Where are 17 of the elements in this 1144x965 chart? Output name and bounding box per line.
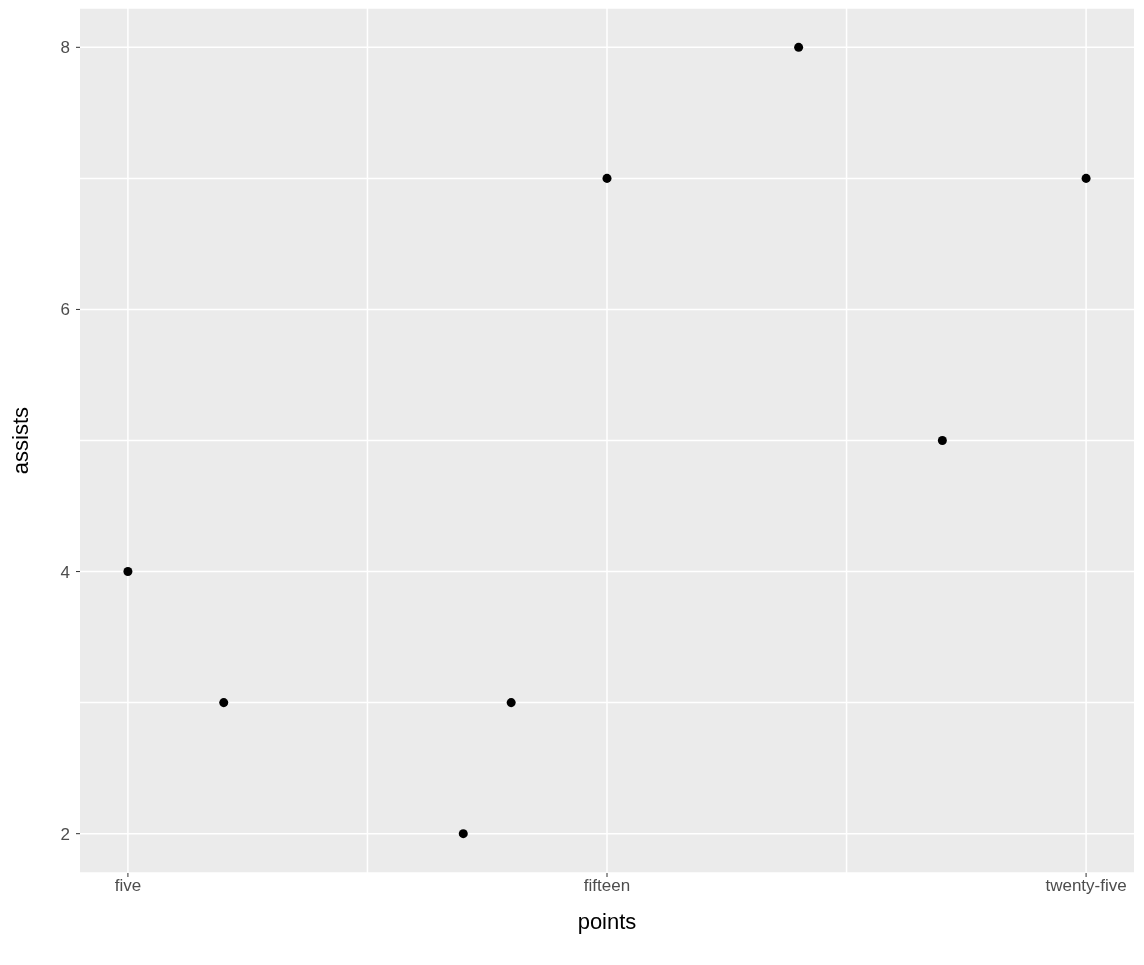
point — [937, 435, 947, 446]
point — [506, 698, 516, 708]
point — [794, 42, 804, 52]
point — [602, 173, 612, 183]
x-tick-label: five — [114, 876, 142, 895]
point — [123, 567, 133, 577]
point — [1081, 173, 1091, 183]
point — [458, 829, 468, 839]
y-tick-label: 4 — [60, 562, 70, 582]
y-tick-label: 2 — [60, 824, 70, 844]
x-tick-label: fifteen — [583, 876, 631, 895]
y-tick-label: 6 — [60, 300, 70, 320]
point — [219, 698, 229, 708]
y-axis-title: assists — [7, 406, 33, 475]
x-tick-label: twenty-five — [1045, 876, 1127, 895]
x-axis-title: points — [577, 909, 637, 934]
y-tick-label: 8 — [60, 38, 70, 58]
